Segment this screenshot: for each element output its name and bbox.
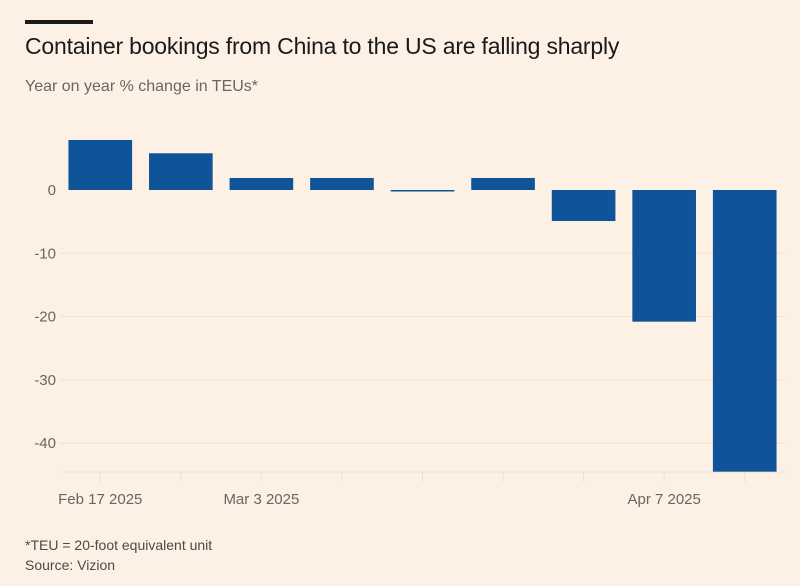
source-note: Source: Vizion (25, 557, 116, 573)
brand-rule (25, 20, 93, 24)
bar-mar-3-2025 (229, 177, 294, 190)
y-tick-label: -20 (34, 309, 56, 326)
footnote: *TEU = 20-foot equivalent unit Source: V… (25, 535, 212, 575)
x-tick-label: Feb 17 2025 (58, 491, 142, 508)
chart-title: Container bookings from China to the US … (25, 33, 620, 59)
y-tick-label: 0 (48, 182, 56, 199)
y-tick-label: -10 (34, 245, 56, 262)
bar-apr-14-2025 (712, 190, 777, 472)
bar-chart: 0 -10 -20 -30 -40 Feb 17 2025 Mar 3 2025 Apr 7 … (34, 139, 785, 508)
x-tick-label: Apr 7 2025 (627, 491, 700, 508)
y-tick-label: -30 (34, 372, 56, 389)
bar-mar-31-2025 (551, 190, 616, 222)
teu-note: *TEU = 20-foot equivalent unit (25, 537, 213, 553)
bar-apr-7-2025 (632, 190, 696, 322)
bar-feb-24-2025 (149, 153, 213, 190)
bar-mar-24-2025 (471, 177, 535, 190)
bar-mar-17-2025 (390, 190, 455, 192)
bar-feb-17-2025 (68, 139, 133, 190)
y-tick-label: -40 (34, 435, 56, 452)
x-tick-label: Mar 3 2025 (223, 491, 299, 508)
bar-mar-10-2025 (310, 177, 374, 190)
chart-subtitle: Year on year % change in TEUs* (25, 78, 259, 95)
